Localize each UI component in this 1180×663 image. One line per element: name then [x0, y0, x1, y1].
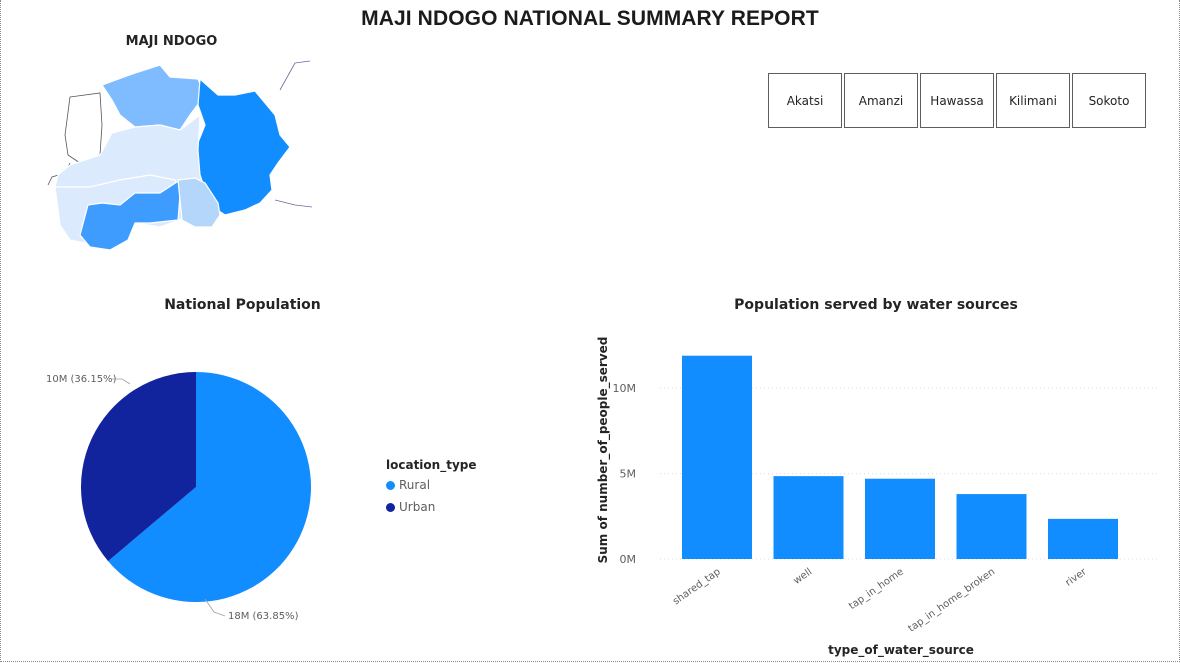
national-population-pie[interactable]: 10M (36.15%) 18M (63.85%)	[0, 320, 380, 640]
pie-chart-title: National Population	[164, 297, 321, 313]
pie-leader-rural	[204, 598, 226, 617]
province-map[interactable]	[40, 55, 315, 255]
legend-item-rural[interactable]: Rural	[386, 478, 477, 492]
map-title: MAJI NDOGO	[125, 34, 218, 49]
bar-tap-in-home-broken[interactable]	[956, 494, 1027, 559]
bar-x-axis-label: type_of_water_source	[828, 643, 974, 658]
map-border-line	[64, 92, 103, 164]
bar-river[interactable]	[1048, 518, 1118, 559]
slicer-akatsi[interactable]: Akatsi	[768, 73, 842, 128]
bar-y-axis-label: Sum of number_of_people_served	[596, 337, 611, 564]
slicer-hawassa[interactable]: Hawassa	[920, 73, 994, 128]
legend-title: location_type	[386, 458, 477, 472]
report-title: MAJI NDOGO NATIONAL SUMMARY REPORT	[361, 7, 819, 30]
map-border-line	[274, 199, 313, 208]
bar-tap-in-home[interactable]	[865, 478, 935, 559]
legend-item-urban[interactable]: Urban	[386, 500, 477, 514]
slicer-amanzi[interactable]: Amanzi	[844, 73, 918, 128]
pie-slice-rural[interactable]	[108, 372, 311, 602]
water-source-bar-chart[interactable]: 0M 5M 10M shared_tap well tap_in_home tap_in_…	[590, 320, 1170, 660]
map-region-south[interactable]	[79, 178, 181, 251]
bar-y-tick-label: 5M	[620, 468, 637, 481]
pie-legend: location_type Rural Urban	[386, 458, 477, 522]
pie-label-urban: 10M (36.15%)	[46, 374, 117, 385]
bar-x-tick-label: tap_in_home	[847, 566, 906, 612]
pie-label-rural: 18M (63.85%)	[228, 611, 299, 622]
province-slicer: Akatsi Amanzi Hawassa Kilimani Sokoto	[768, 73, 1146, 128]
bar-x-tick-label: river	[1064, 566, 1090, 589]
map-region-northwest[interactable]	[101, 64, 206, 131]
legend-dot-urban	[386, 502, 395, 512]
bar-x-tick-label: tap_in_home_broken	[906, 566, 997, 634]
bar-well[interactable]	[773, 476, 844, 559]
map-border-line	[279, 60, 311, 91]
legend-label-rural: Rural	[399, 478, 431, 492]
slicer-kilimani[interactable]: Kilimani	[996, 73, 1070, 128]
bar-x-tick-label: shared_tap	[671, 566, 723, 607]
bar-shared-tap[interactable]	[682, 355, 752, 559]
bar-chart-title: Population served by water sources	[734, 297, 1018, 313]
bar-y-tick-label: 0M	[620, 553, 637, 566]
map-region-southeast[interactable]	[177, 177, 221, 228]
bar-x-tick-label: well	[792, 566, 815, 586]
pie-leader-urban	[112, 378, 131, 385]
slicer-sokoto[interactable]: Sokoto	[1072, 73, 1146, 128]
pie-slice-urban[interactable]	[81, 372, 196, 562]
legend-label-urban: Urban	[399, 500, 436, 514]
bar-y-tick-label: 10M	[613, 382, 637, 395]
legend-dot-rural	[386, 480, 395, 490]
